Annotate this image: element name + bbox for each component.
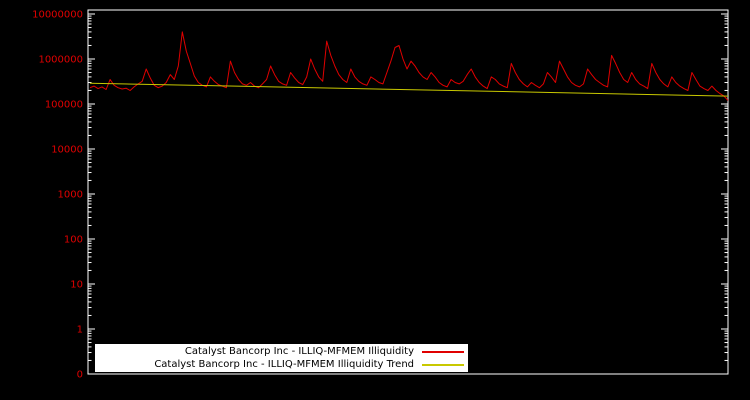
y-axis-tick-label: 10000 [51, 145, 83, 156]
y-axis-tick-label: 100 [64, 235, 83, 246]
legend-label-trend: Catalyst Bancorp Inc - ILLIQ-MFMEM Illiq… [154, 359, 414, 370]
illiquidity-series-line [89, 31, 729, 101]
y-axis-tick-label: 1 [77, 325, 83, 336]
y-axis-tick-label: 100000 [45, 100, 83, 111]
legend-line-sample-illiquidity [422, 350, 464, 353]
y-axis-tick-label: 10 [70, 280, 83, 291]
legend-item-trend: Catalyst Bancorp Inc - ILLIQ-MFMEM Illiq… [95, 358, 464, 371]
y-axis-tick-label: 1000 [58, 190, 83, 201]
chart-legend: Catalyst Bancorp Inc - ILLIQ-MFMEM Illiq… [95, 344, 468, 372]
y-axis-tick-label: 1000000 [38, 55, 83, 66]
legend-item-illiquidity: Catalyst Bancorp Inc - ILLIQ-MFMEM Illiq… [95, 345, 464, 358]
legend-line-sample-trend [422, 363, 464, 366]
y-axis-tick-label: 0 [77, 370, 83, 381]
y-axis-tick-label: 10000000 [32, 10, 83, 21]
illiquidity-trend-line [89, 82, 729, 97]
plot-border [87, 9, 729, 375]
legend-label-illiquidity: Catalyst Bancorp Inc - ILLIQ-MFMEM Illiq… [184, 346, 414, 357]
